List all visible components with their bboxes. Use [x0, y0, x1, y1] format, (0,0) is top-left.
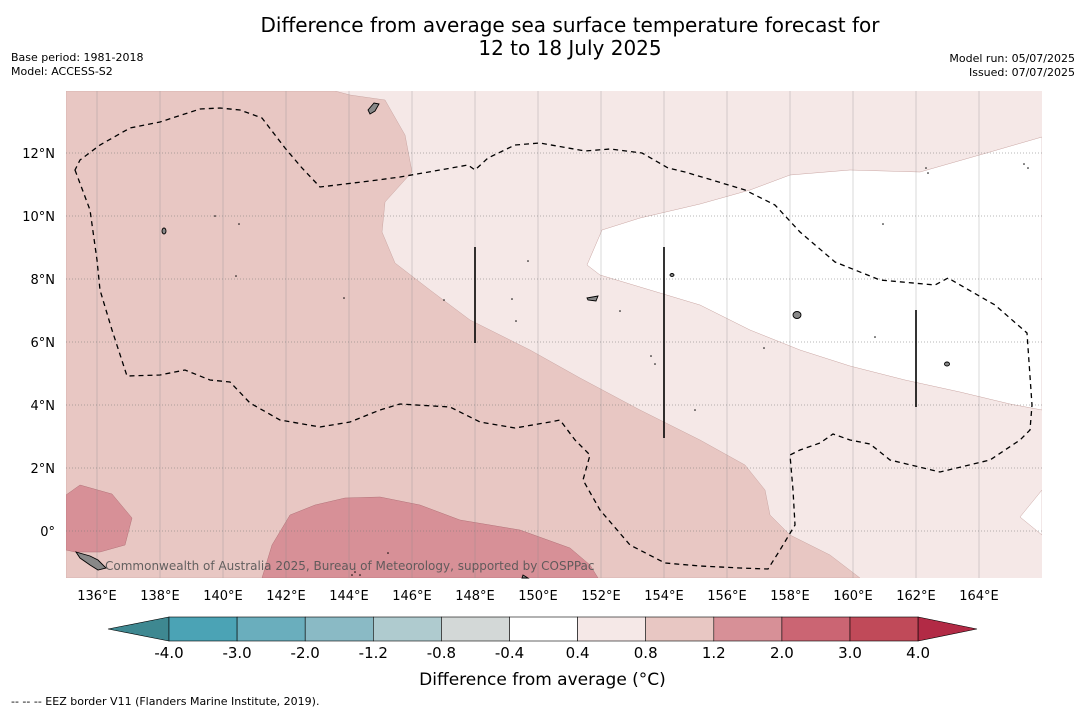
colorbar-segment: [509, 616, 578, 642]
y-tick-label: 2°N: [31, 462, 56, 477]
colorbar-tick-label: -3.0: [222, 644, 251, 662]
colorbar-tick-label: -0.4: [495, 644, 524, 662]
chart-title: Difference from average sea surface temp…: [0, 14, 1085, 60]
colorbar-segment: [236, 616, 306, 642]
island-chuuk: [586, 295, 599, 302]
x-tick-label: 154°E: [644, 589, 684, 604]
island-small-1: [669, 273, 675, 277]
meta-right: Model run: 05/07/2025 Issued: 07/07/2025: [949, 52, 1075, 80]
colorbar-title: Difference from average (°C): [419, 670, 666, 690]
anomaly-band-1.2-2.0-south: [261, 496, 599, 578]
colorbar-tick-label: 4.0: [906, 644, 930, 662]
island-kosrae: [944, 361, 950, 367]
y-tick-label: 6°N: [31, 336, 56, 351]
colorbar-tick-label: -2.0: [291, 644, 320, 662]
colorbar-extend-high: [917, 616, 978, 642]
colorbar-extend-low: [107, 616, 170, 642]
colorbar-tick-label: 0.8: [634, 644, 658, 662]
y-tick-label: 4°N: [31, 399, 56, 414]
colorbar-tick-label: -4.0: [154, 644, 183, 662]
colorbar-tick-label: -1.2: [359, 644, 388, 662]
model-label: Model: ACCESS-S2: [11, 65, 113, 78]
meta-left: Base period: 1981-2018 Model: ACCESS-S2: [11, 51, 143, 79]
x-tick-label: 152°E: [581, 589, 621, 604]
atolls: [214, 163, 1029, 576]
anomaly-band-0.0-0.4: [586, 136, 1042, 411]
island-new-ireland: [74, 551, 107, 571]
eez-legend-note: -- -- -- EEZ border V11 (Flanders Marine…: [11, 695, 320, 708]
x-tick-label: 136°E: [77, 589, 117, 604]
x-tick-label: 142°E: [266, 589, 306, 604]
anomaly-band-1.2-2.0-west: [66, 484, 133, 553]
eez-borders: [74, 107, 1033, 570]
x-tick-label: 162°E: [896, 589, 936, 604]
island-yap: [161, 227, 167, 235]
y-tick-label: 8°N: [31, 273, 56, 288]
anomaly-band-0.0-0.4-south: [1019, 489, 1042, 536]
colorbar-tick-label: 2.0: [770, 644, 794, 662]
x-tick-label: 164°E: [959, 589, 999, 604]
y-tick-label: 12°N: [22, 147, 55, 162]
colorbar-segment: [577, 616, 646, 642]
colorbar-tick-label: -0.8: [427, 644, 456, 662]
x-tick-label: 146°E: [392, 589, 432, 604]
colorbar-segment: [441, 616, 510, 642]
anomaly-band-0.8-1.2: [66, 91, 861, 578]
x-tick-label: 150°E: [518, 589, 558, 604]
colorbar-segment: [713, 616, 783, 642]
x-tick-label: 156°E: [707, 589, 747, 604]
islands: [74, 102, 950, 579]
colorbar-segment: [645, 616, 715, 642]
colorbar-tick-label: 0.4: [566, 644, 590, 662]
x-axis-tick-labels: 136°E 138°E 140°E 142°E 144°E 146°E 148°E 150°E…: [77, 589, 999, 604]
colorbar-segment: [849, 616, 919, 642]
copyright-watermark: Commonwealth of Australia 2025, Bureau o…: [105, 559, 595, 573]
title-line-1: Difference from average sea surface temp…: [260, 13, 880, 37]
x-tick-label: 140°E: [203, 589, 243, 604]
x-tick-label: 160°E: [833, 589, 873, 604]
eez-border-west: [74, 107, 1033, 570]
map-area: [66, 91, 1042, 578]
colorbar-segment: [168, 616, 238, 642]
issued-label: Issued: 07/07/2025: [968, 66, 1075, 79]
island-nukuoro: [521, 574, 530, 579]
colorbar: [107, 616, 978, 642]
island-guam: [367, 102, 380, 115]
zone-separators: [474, 247, 917, 438]
model-run-label: Model run: 05/07/2025: [949, 52, 1075, 65]
colorbar-segment: [304, 616, 374, 642]
colorbar-segment: [372, 616, 442, 642]
base-period-label: Base period: 1981-2018: [11, 51, 144, 64]
x-tick-label: 148°E: [455, 589, 495, 604]
x-tick-label: 144°E: [329, 589, 369, 604]
colorbar-tick-label: 1.2: [702, 644, 726, 662]
title-line-2: 12 to 18 July 2025: [478, 36, 662, 60]
y-axis-tick-labels: 12°N 10°N 8°N 6°N 4°N 2°N 0°: [22, 147, 55, 540]
colorbar-tick-label: 3.0: [838, 644, 862, 662]
y-tick-label: 0°: [40, 525, 55, 540]
x-tick-label: 138°E: [140, 589, 180, 604]
colorbar-tick-labels: -4.0 -3.0 -2.0 -1.2 -0.8 -0.4 0.4 0.8 1.2 2.0 3.0 4…: [154, 644, 930, 662]
island-pohnpei: [792, 311, 802, 319]
y-tick-label: 10°N: [22, 210, 55, 225]
colorbar-segment: [781, 616, 851, 642]
x-tick-label: 158°E: [770, 589, 810, 604]
